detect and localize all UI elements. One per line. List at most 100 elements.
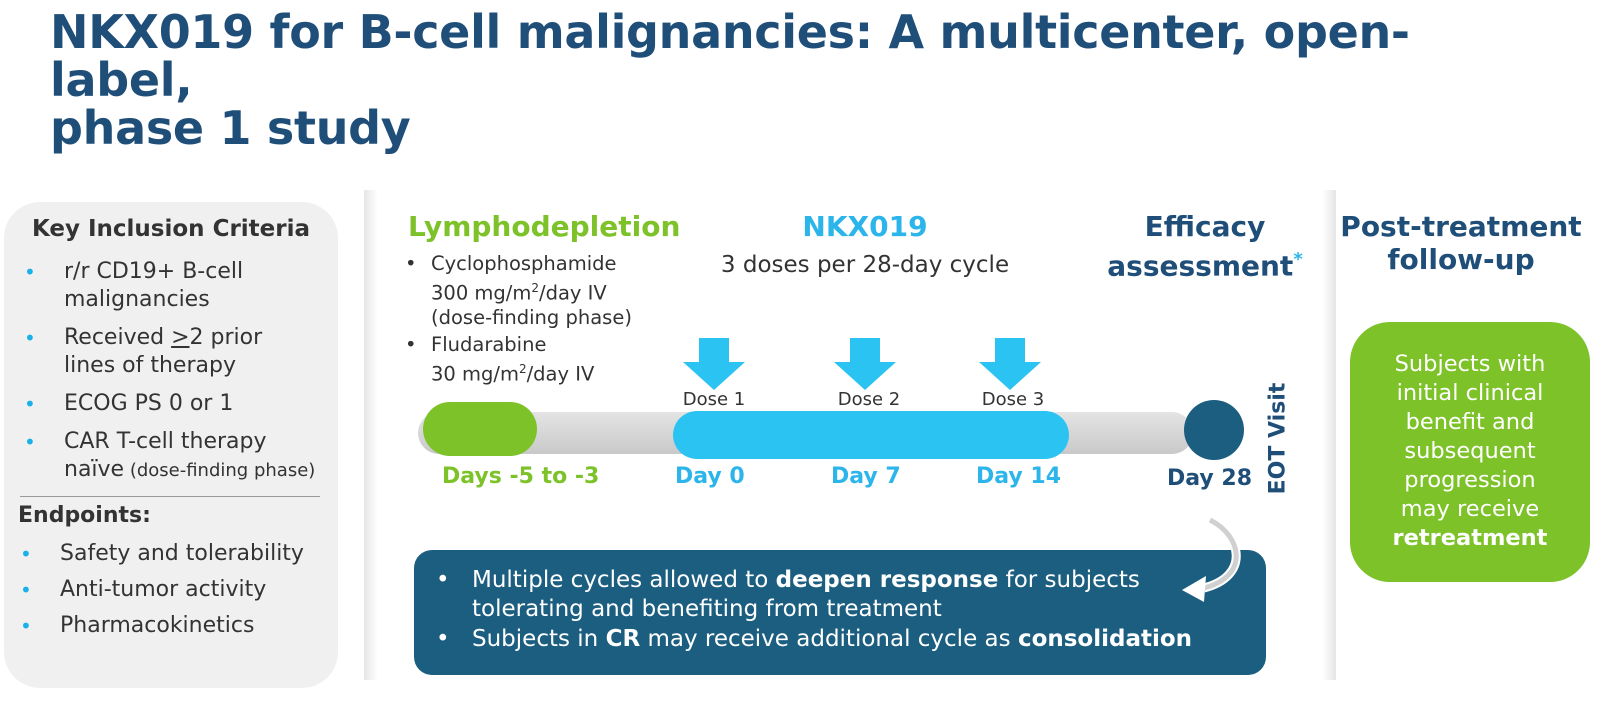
dose-label: Dose 2 [837, 389, 901, 410]
efficacy-title-line: Efficacy [1144, 210, 1266, 243]
retreatment-text: subsequent [1404, 438, 1536, 464]
info-text-part: Multiple cycles allowed to [472, 567, 776, 593]
day-label-lympho: Days -5 to -3 [442, 464, 600, 489]
info-text: tolerating and benefiting from treatment [472, 596, 942, 622]
criteria-note: (dose-finding phase) [124, 460, 316, 481]
bullet-icon: • [436, 626, 450, 652]
eot-visit-text: EOT Visit [1265, 382, 1291, 495]
day-label-14: Day 14 [976, 464, 1062, 489]
bullet-icon: • [20, 614, 32, 638]
info-text-part: Subjects in [472, 626, 606, 652]
bullet-icon: • [24, 260, 36, 284]
drug-dose: 30 mg/m2/day IV [431, 357, 594, 387]
endpoint-text: Pharmacokinetics [60, 613, 255, 638]
day-label-7: Day 7 [831, 464, 901, 489]
info-text: Multiple cycles allowed to deepen respon… [414, 566, 1140, 595]
criteria-text-part: Received [64, 325, 172, 350]
info-text: Subjects in CR may receive additional cy… [414, 625, 1192, 654]
dose-arrow-icon [683, 338, 745, 390]
endpoints-title: Endpoints: [18, 503, 151, 528]
endpoint-text: Safety and tolerability [60, 541, 304, 566]
drug-note: (dose-finding phase) [431, 305, 632, 329]
greater-equal-symbol: > [171, 325, 190, 350]
endpoint-item: • Pharmacokinetics [16, 612, 330, 640]
bullet-icon: • [405, 252, 417, 275]
info-text-part: may receive additional cycle as [640, 626, 1018, 652]
info-item: • Subjects in CR may receive additional … [414, 625, 1192, 654]
title-line-2: phase 1 study [50, 101, 411, 155]
dose-text: 300 mg/m [431, 281, 532, 305]
criteria-text: naïve (dose-finding phase) [64, 456, 334, 485]
criteria-text: ECOG PS 0 or 1 [64, 391, 234, 416]
post-treatment-title-line: Post-treatment [1340, 210, 1582, 243]
nkx019-subtitle: 3 doses per 28-day cycle [720, 252, 1010, 278]
criteria-text: malignancies [64, 287, 210, 312]
criteria-text-part: 2 prior [189, 325, 263, 350]
section-shadow [1322, 190, 1336, 680]
endpoint-item: • Safety and tolerability [16, 540, 330, 568]
info-text-bold: CR [605, 626, 641, 652]
bullet-icon: • [20, 578, 32, 602]
panel-divider [20, 496, 320, 497]
criteria-text: CAR T-cell therapy [64, 429, 267, 454]
section-shadow [364, 190, 378, 680]
drug-dose: 300 mg/m2/day IV [431, 276, 632, 306]
criteria-text: r/r CD19+ B-cell [64, 259, 244, 284]
dose-arrow-icon [834, 338, 896, 390]
day-label-28: Day 28 [1167, 466, 1253, 491]
lymphodepletion-title: Lymphodepletion [408, 210, 681, 243]
info-text-bold: deepen response [775, 567, 999, 593]
endpoint-item: • Anti-tumor activity [16, 576, 330, 604]
endpoint-text: Anti-tumor activity [60, 577, 267, 602]
post-treatment-title: Post-treatment follow-up [1335, 210, 1587, 276]
bullet-icon: • [436, 567, 450, 593]
bullet-icon: • [24, 392, 36, 416]
retreatment-text: progression [1404, 467, 1536, 493]
criteria-text-part: naïve [64, 457, 125, 482]
day28-marker [1184, 400, 1244, 460]
efficacy-title-line: assessment [1107, 249, 1294, 283]
criteria-list: • r/r CD19+ B-cell malignancies • Receiv… [20, 258, 334, 495]
drug-cyclophosphamide: • Cyclophosphamide 300 mg/m2/day IV (dos… [405, 252, 632, 330]
retreatment-bold-text: retreatment [1392, 525, 1548, 551]
drug-fludarabine: • Fludarabine 30 mg/m2/day IV [405, 333, 594, 387]
dose-sup: 2 [531, 281, 539, 295]
bullet-icon: • [405, 333, 417, 356]
nkx019-title: NKX019 [802, 210, 928, 243]
criteria-item: • CAR T-cell therapy naïve (dose-finding… [20, 428, 334, 485]
dose-text: /day IV [539, 281, 607, 305]
bullet-icon: • [24, 430, 36, 454]
drug-name: Fludarabine [431, 333, 547, 356]
criteria-item: • r/r CD19+ B-cell malignancies [20, 258, 334, 314]
criteria-item: • ECOG PS 0 or 1 [20, 390, 334, 418]
footnote-mark: * [1293, 249, 1303, 270]
title-line-1: NKX019 for B-cell malignancies: A multic… [50, 5, 1410, 107]
treatment-segment [673, 411, 1069, 459]
dose-sup: 2 [518, 362, 527, 376]
efficacy-title: Efficacy assessment* [1105, 210, 1305, 282]
page-title: NKX019 for B-cell malignancies: A multic… [50, 8, 1470, 152]
retreatment-text: initial clinical [1396, 380, 1544, 406]
repeat-cycle-arrow-icon [1182, 515, 1241, 602]
day-label-0: Day 0 [675, 464, 745, 489]
criteria-text: Received >2 prior [64, 324, 334, 352]
retreatment-text: Subjects with [1394, 351, 1546, 377]
retreatment-text: may receive [1400, 496, 1540, 522]
dose-label: Dose 3 [981, 389, 1045, 410]
post-treatment-title-line: follow-up [1387, 243, 1535, 276]
criteria-item: • Received >2 prior lines of therapy [20, 324, 334, 380]
retreatment-text: benefit and [1405, 409, 1535, 435]
inclusion-criteria-panel: Key Inclusion Criteria • r/r CD19+ B-cel… [4, 202, 338, 688]
info-item: • Multiple cycles allowed to deepen resp… [414, 566, 1140, 624]
drug-name: Cyclophosphamide [431, 252, 617, 275]
dose-text: /day IV [526, 362, 595, 386]
cycles-info-box: • Multiple cycles allowed to deepen resp… [414, 550, 1266, 675]
dose-text: 30 mg/m [431, 362, 519, 386]
dose-arrow-icon [979, 338, 1041, 390]
bullet-icon: • [20, 542, 32, 566]
endpoints-list: • Safety and tolerability • Anti-tumor act… [16, 540, 330, 648]
criteria-title: Key Inclusion Criteria [31, 216, 311, 242]
criteria-text: lines of therapy [64, 353, 236, 378]
info-text-bold: consolidation [1017, 626, 1193, 652]
dose-label: Dose 1 [682, 389, 746, 410]
